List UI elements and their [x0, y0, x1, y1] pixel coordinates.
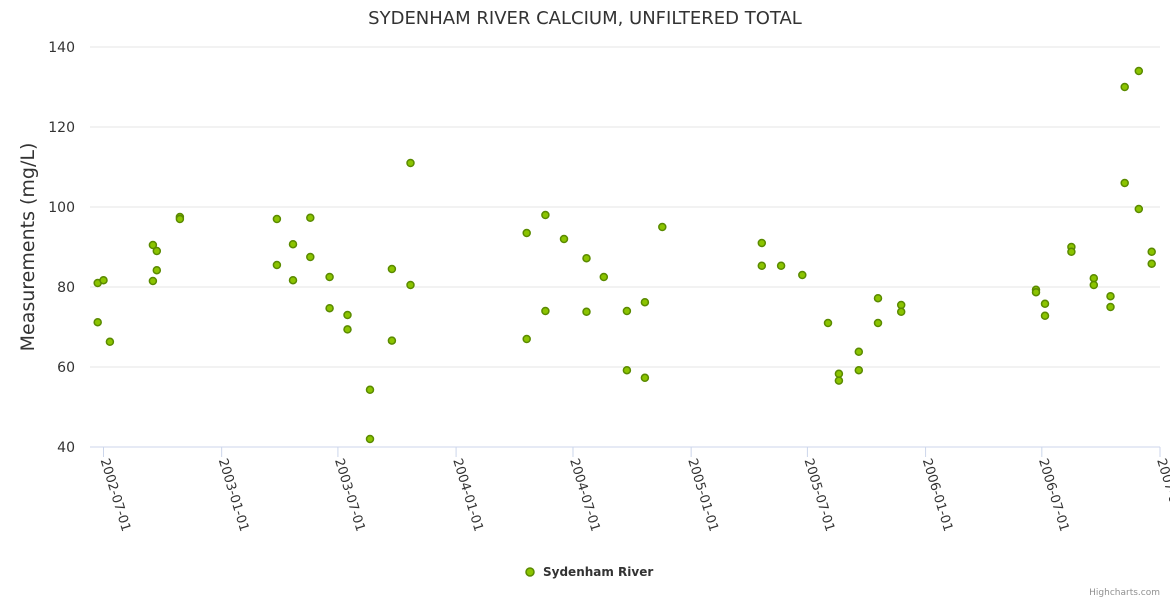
- data-point[interactable]: [1120, 178, 1129, 188]
- data-point[interactable]: [541, 306, 550, 316]
- data-point[interactable]: [1106, 291, 1115, 301]
- data-point[interactable]: [1040, 299, 1050, 309]
- data-point[interactable]: [776, 261, 786, 271]
- data-point[interactable]: [152, 246, 162, 256]
- data-point[interactable]: [1067, 247, 1076, 257]
- data-point[interactable]: [873, 293, 883, 303]
- data-point[interactable]: [272, 214, 282, 224]
- data-point[interactable]: [896, 300, 906, 310]
- data-point[interactable]: [406, 158, 415, 168]
- data-point[interactable]: [387, 264, 397, 274]
- data-point[interactable]: [1040, 311, 1050, 321]
- legend-marker[interactable]: [525, 567, 535, 577]
- data-point[interactable]: [325, 303, 334, 313]
- y-tick-label: 80: [57, 280, 75, 296]
- y-axis-label: Measurements (mg/L): [17, 143, 39, 352]
- data-point[interactable]: [1089, 280, 1099, 290]
- data-point[interactable]: [522, 228, 531, 238]
- data-point[interactable]: [306, 213, 315, 223]
- data-point[interactable]: [175, 214, 185, 224]
- data-point[interactable]: [757, 238, 767, 248]
- grid-lines: [90, 46, 1160, 368]
- data-point[interactable]: [325, 272, 334, 282]
- data-point[interactable]: [1120, 82, 1129, 92]
- y-tick-label: 60: [57, 360, 75, 376]
- data-point[interactable]: [541, 210, 550, 220]
- data-point[interactable]: [757, 261, 767, 271]
- y-tick-label: 140: [48, 40, 75, 56]
- data-point[interactable]: [823, 318, 833, 328]
- data-point[interactable]: [658, 222, 667, 232]
- data-point[interactable]: [1106, 302, 1115, 312]
- data-point[interactable]: [406, 280, 415, 290]
- data-point[interactable]: [105, 337, 115, 347]
- data-point[interactable]: [93, 317, 102, 327]
- data-point[interactable]: [896, 307, 906, 317]
- data-point[interactable]: [640, 297, 650, 307]
- data-point[interactable]: [1134, 204, 1144, 214]
- data-point[interactable]: [1147, 259, 1156, 269]
- data-point[interactable]: [1134, 66, 1144, 76]
- data-point[interactable]: [306, 252, 315, 262]
- data-point[interactable]: [99, 275, 108, 285]
- chart-title: SYDENHAM RIVER CALCIUM, UNFILTERED TOTAL: [368, 8, 802, 29]
- data-point[interactable]: [622, 365, 632, 375]
- data-point[interactable]: [272, 260, 282, 270]
- legend-label[interactable]: Sydenham River: [543, 565, 653, 579]
- data-point[interactable]: [387, 336, 397, 345]
- data-point[interactable]: [288, 275, 298, 285]
- data-point[interactable]: [148, 276, 158, 286]
- data-point[interactable]: [365, 434, 375, 444]
- data-point[interactable]: [559, 234, 569, 244]
- data-point[interactable]: [522, 334, 531, 344]
- data-point[interactable]: [1147, 247, 1156, 257]
- legend[interactable]: Sydenham River: [525, 565, 653, 579]
- data-point[interactable]: [834, 376, 844, 385]
- data-point[interactable]: [854, 365, 864, 375]
- data-point[interactable]: [640, 373, 650, 383]
- series-sydenham-river[interactable]: [93, 66, 1156, 444]
- y-axis-ticks: 40 60 80 100 120 140: [48, 40, 75, 456]
- data-point[interactable]: [582, 307, 591, 317]
- data-point[interactable]: [365, 385, 375, 395]
- data-point[interactable]: [343, 325, 352, 334]
- y-tick-label: 100: [48, 200, 75, 216]
- data-point[interactable]: [834, 369, 844, 379]
- data-point[interactable]: [622, 306, 632, 316]
- data-point[interactable]: [854, 347, 864, 357]
- data-point[interactable]: [798, 270, 807, 280]
- credits-link[interactable]: Highcharts.com: [1089, 588, 1160, 598]
- data-point[interactable]: [148, 240, 158, 250]
- data-point[interactable]: [599, 272, 609, 282]
- data-point[interactable]: [873, 318, 883, 328]
- data-point[interactable]: [343, 310, 352, 320]
- data-point[interactable]: [582, 253, 591, 263]
- y-tick-label: 120: [48, 120, 75, 136]
- data-point[interactable]: [288, 239, 298, 249]
- data-point[interactable]: [152, 265, 162, 275]
- y-tick-label: 40: [57, 440, 75, 456]
- data-point[interactable]: [1089, 273, 1099, 283]
- data-point[interactable]: [1031, 287, 1041, 297]
